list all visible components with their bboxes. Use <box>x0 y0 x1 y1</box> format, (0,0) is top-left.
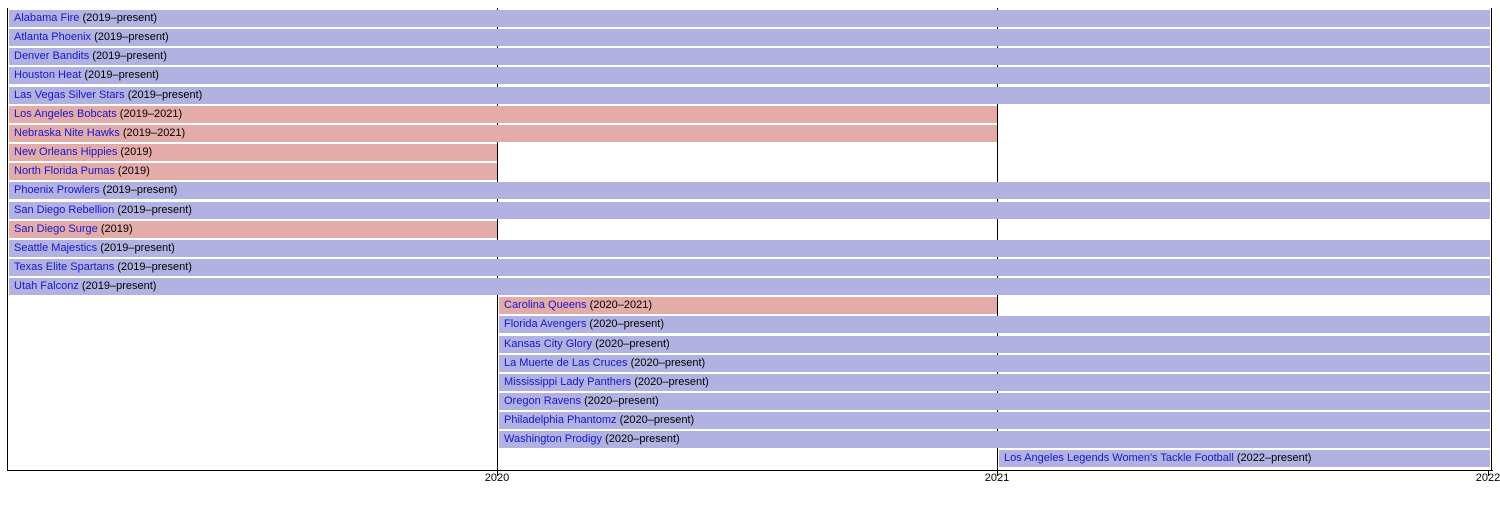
team-bar: Florida Avengers (2020–present) <box>499 316 1490 333</box>
team-link[interactable]: Mississippi Lady Panthers <box>504 376 632 388</box>
team-bar: Atlanta Phoenix (2019–present) <box>9 29 1490 46</box>
x-axis-tick-2020 <box>497 470 498 476</box>
team-years: (2020–present) <box>586 318 665 330</box>
gridline-2022 <box>1491 8 1492 470</box>
team-years: (2020–present) <box>631 376 709 388</box>
team-years: (2019) <box>117 146 153 158</box>
team-years: (2020–present) <box>581 395 659 407</box>
team-link[interactable]: Seattle Majestics <box>14 242 98 254</box>
x-axis-label-2020: 2020 <box>484 472 510 484</box>
team-link[interactable]: Alabama Fire <box>14 12 80 24</box>
team-bar: Denver Bandits (2019–present) <box>9 48 1490 65</box>
team-years: (2020–present) <box>627 357 706 369</box>
team-link[interactable]: Atlanta Phoenix <box>14 31 92 43</box>
team-years: (2019–2021) <box>116 108 183 120</box>
team-years: (2020–present) <box>592 338 670 350</box>
team-link[interactable]: Carolina Queens <box>504 299 587 311</box>
team-bar: North Florida Pumas (2019) <box>9 163 497 180</box>
team-bar: Seattle Majestics (2019–present) <box>9 240 1490 257</box>
team-link[interactable]: La Muerte de Las Cruces <box>504 357 628 369</box>
team-bar: San Diego Surge (2019) <box>9 221 497 238</box>
team-bar: San Diego Rebellion (2019–present) <box>9 202 1490 219</box>
team-years: (2020–present) <box>616 414 695 426</box>
team-bar: Mississippi Lady Panthers (2020–present) <box>499 374 1490 391</box>
team-link[interactable]: Utah Falconz <box>14 280 79 292</box>
gridline-2019 <box>7 8 8 470</box>
x-axis-tick-2022 <box>1488 470 1489 476</box>
team-years: (2020–2021) <box>586 299 653 311</box>
team-bar: Alabama Fire (2019–present) <box>9 10 1490 27</box>
team-years: (2019) <box>97 223 133 235</box>
team-link[interactable]: Los Angeles Bobcats <box>14 108 117 120</box>
team-years: (2019–present) <box>114 204 192 216</box>
team-link[interactable]: New Orleans Hippies <box>14 146 118 158</box>
team-link[interactable]: Nebraska Nite Hawks <box>14 127 120 139</box>
x-axis-label-2021: 2021 <box>984 472 1010 484</box>
team-years: (2019–present) <box>99 184 178 196</box>
team-bar: Las Vegas Silver Stars (2019–present) <box>9 87 1490 104</box>
team-years: (2022–present) <box>1233 452 1312 464</box>
team-years: (2019–present) <box>97 242 175 254</box>
team-bar: Phoenix Prowlers (2019–present) <box>9 182 1490 199</box>
team-years: (2019–present) <box>79 12 158 24</box>
team-years: (2019–present) <box>114 261 192 273</box>
team-years: (2019) <box>114 165 150 177</box>
team-link[interactable]: Denver Bandits <box>14 50 90 62</box>
x-axis-label-2022: 2022 <box>1475 472 1500 484</box>
team-link[interactable]: Las Vegas Silver Stars <box>14 89 125 101</box>
x-axis-tick-2021 <box>997 470 998 476</box>
team-link[interactable]: Kansas City Glory <box>504 338 593 350</box>
team-bar: Kansas City Glory (2020–present) <box>499 336 1490 353</box>
team-link[interactable]: North Florida Pumas <box>14 165 115 177</box>
team-years: (2019–present) <box>91 31 169 43</box>
team-link[interactable]: Los Angeles Legends Women's Tackle Footb… <box>1004 452 1234 464</box>
x-axis-line <box>7 470 1493 471</box>
team-link[interactable]: San Diego Surge <box>14 223 98 235</box>
team-bar: New Orleans Hippies (2019) <box>9 144 497 161</box>
gridline-2020 <box>497 8 498 470</box>
team-bar: Philadelphia Phantomz (2020–present) <box>499 412 1490 429</box>
team-link[interactable]: Washington Prodigy <box>504 433 603 445</box>
team-bar: La Muerte de Las Cruces (2020–present) <box>499 355 1490 372</box>
team-years: (2020–present) <box>602 433 680 445</box>
team-bar: Carolina Queens (2020–2021) <box>499 297 997 314</box>
team-bar: Texas Elite Spartans (2019–present) <box>9 259 1490 276</box>
team-link[interactable]: San Diego Rebellion <box>14 204 115 216</box>
team-link[interactable]: Houston Heat <box>14 69 82 81</box>
team-bar: Nebraska Nite Hawks (2019–2021) <box>9 125 997 142</box>
team-link[interactable]: Philadelphia Phantomz <box>504 414 617 426</box>
team-link[interactable]: Texas Elite Spartans <box>14 261 115 273</box>
team-bar: Utah Falconz (2019–present) <box>9 278 1490 295</box>
team-years: (2019–2021) <box>119 127 186 139</box>
team-years: (2019–present) <box>81 69 159 81</box>
team-link[interactable]: Oregon Ravens <box>504 395 582 407</box>
team-link[interactable]: Phoenix Prowlers <box>14 184 100 196</box>
team-bar: Houston Heat (2019–present) <box>9 67 1490 84</box>
team-years: (2019–present) <box>89 50 167 62</box>
team-bar: Oregon Ravens (2020–present) <box>499 393 1490 410</box>
team-bar: Los Angeles Legends Women's Tackle Footb… <box>999 450 1490 467</box>
gridline-2021 <box>997 8 998 470</box>
team-years: (2019–present) <box>78 280 157 292</box>
team-link[interactable]: Florida Avengers <box>504 318 587 330</box>
team-years: (2019–present) <box>124 89 203 101</box>
team-bar: Los Angeles Bobcats (2019–2021) <box>9 106 997 123</box>
team-bar: Washington Prodigy (2020–present) <box>499 431 1490 448</box>
